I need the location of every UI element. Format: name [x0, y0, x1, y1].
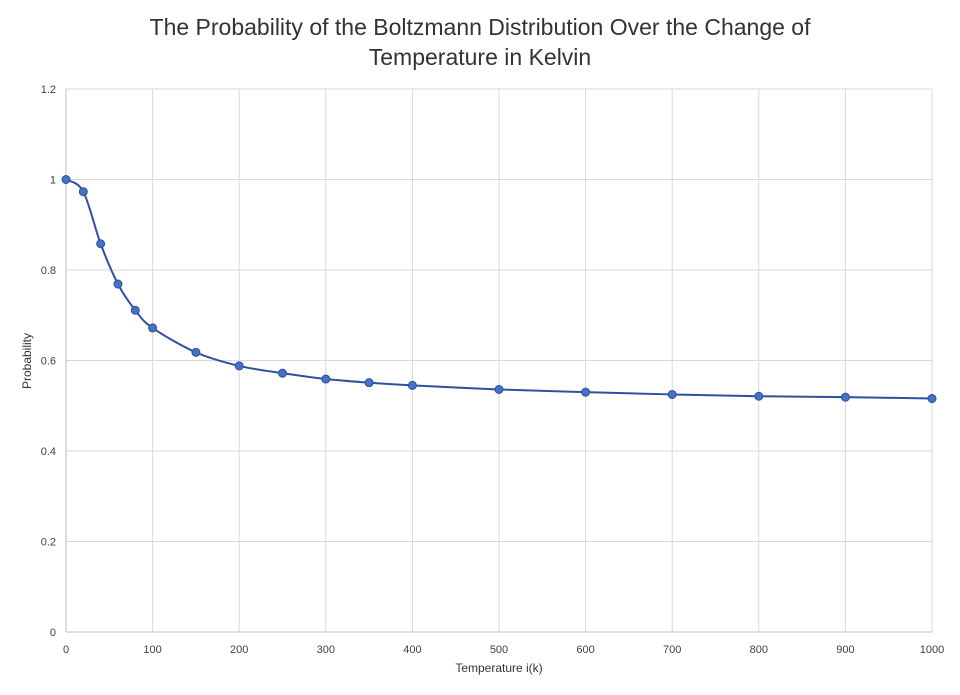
- data-point: [494, 384, 504, 394]
- x-tick-label: 300: [317, 644, 335, 656]
- x-tick-label: 800: [750, 644, 768, 656]
- gridlines: [66, 88, 933, 632]
- chart-title-line-2: Temperature in Kelvin: [369, 44, 591, 70]
- y-tick-label: 0: [50, 627, 56, 639]
- data-point: [840, 392, 850, 402]
- x-axis-title: Temperature i(k): [455, 661, 542, 675]
- x-tick-label: 500: [490, 644, 508, 656]
- data-point: [61, 175, 71, 184]
- data-point: [130, 305, 140, 315]
- data-point: [927, 394, 937, 404]
- x-tick-label: 900: [836, 644, 854, 656]
- y-tick-label: 0.8: [41, 265, 56, 277]
- data-point: [113, 279, 123, 289]
- x-tick-label: 600: [576, 644, 594, 656]
- data-point: [581, 387, 591, 397]
- data-point: [148, 323, 158, 333]
- data-point: [667, 389, 677, 399]
- x-tick-label: 700: [663, 644, 681, 656]
- x-tick-label: 0: [63, 644, 69, 656]
- data-point: [78, 187, 88, 197]
- series-layer: [61, 175, 937, 404]
- x-tick-label: 400: [403, 644, 421, 656]
- chart-title-line-1: The Probability of the Boltzmann Distrib…: [150, 14, 812, 40]
- x-tick-label: 200: [230, 644, 248, 656]
- data-point: [278, 368, 287, 378]
- tick-labels: 0 0.2 0.4 0.6 0.8 1 1.2 0 100 200 300 400 500 600 700 8…: [41, 84, 945, 656]
- y-tick-label: 0.2: [41, 537, 56, 549]
- y-axis-title: Probability: [20, 333, 34, 389]
- x-tick-label: 1000: [920, 644, 944, 656]
- data-point: [364, 378, 374, 388]
- data-point: [321, 374, 331, 384]
- x-tick-label: 100: [143, 644, 161, 656]
- data-point: [754, 391, 764, 401]
- data-point: [234, 361, 244, 371]
- data-point: [191, 347, 201, 357]
- y-tick-label: 0.6: [41, 356, 56, 368]
- y-tick-label: 0.4: [41, 446, 56, 458]
- data-point: [407, 380, 417, 390]
- y-tick-label: 1.2: [41, 84, 56, 96]
- data-point: [96, 239, 106, 249]
- y-tick-label: 1: [50, 175, 56, 187]
